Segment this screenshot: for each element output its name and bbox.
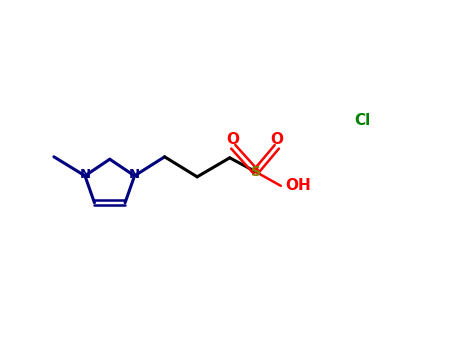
Text: O: O: [270, 132, 283, 147]
Text: S: S: [251, 165, 261, 179]
Text: OH: OH: [285, 178, 311, 193]
Text: N: N: [80, 168, 91, 181]
Text: Cl: Cl: [354, 113, 371, 128]
Text: O: O: [227, 132, 240, 147]
Text: N: N: [129, 168, 140, 181]
